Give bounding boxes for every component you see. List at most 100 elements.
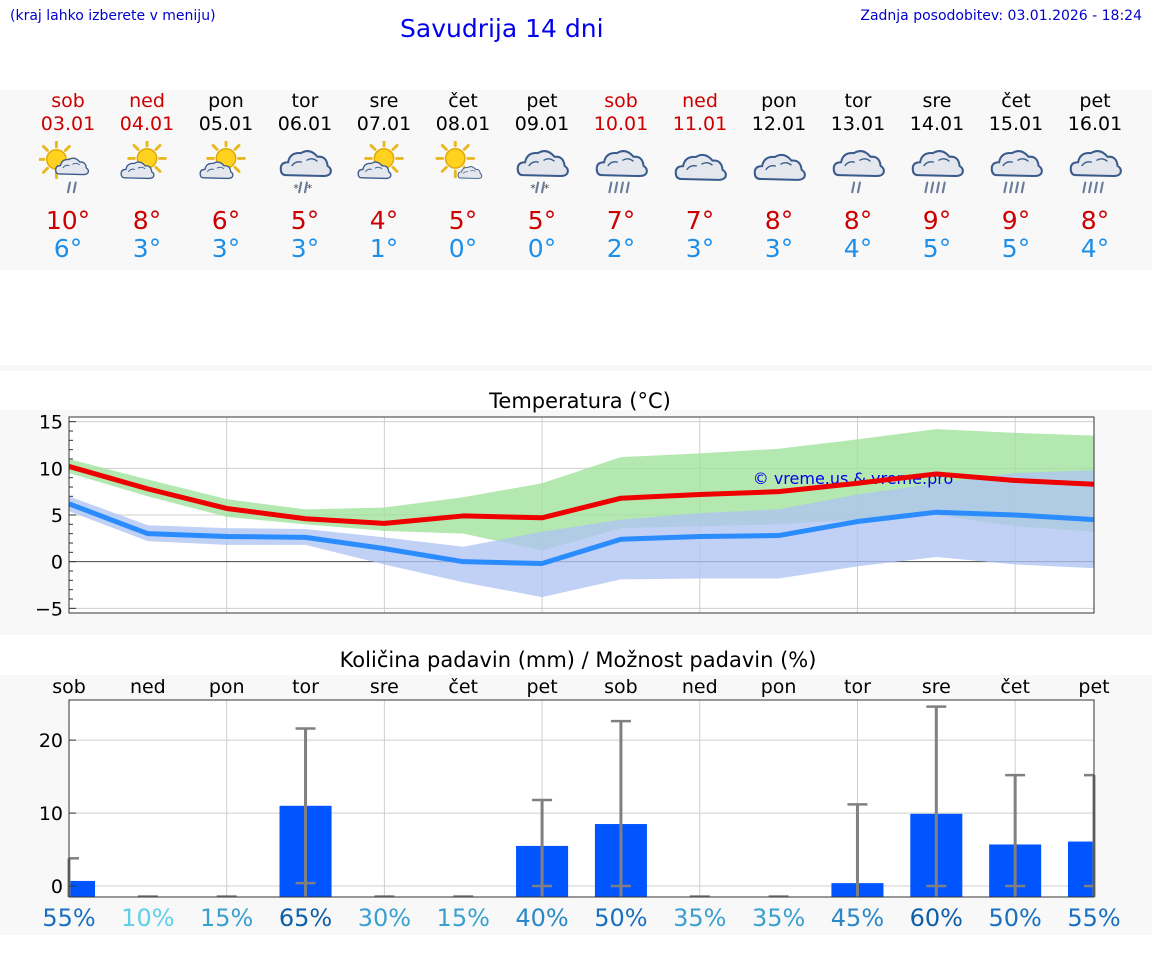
- max-temp: 7°: [606, 206, 636, 235]
- precipitation-probability: 35%: [673, 904, 726, 932]
- day-date: 16.01: [1067, 113, 1123, 135]
- y-tick-label: 0: [51, 552, 63, 574]
- precipitation-probability: 30%: [358, 904, 411, 932]
- sun-cloud-icon: [357, 141, 404, 180]
- min-temp: 0°: [527, 234, 557, 263]
- day-name: pon: [208, 90, 244, 112]
- precipitation-probability: 10%: [121, 904, 174, 932]
- precipitation-probability: 15%: [437, 904, 490, 932]
- cloud-sleet-icon: * *: [279, 150, 332, 195]
- min-temp: 3°: [211, 234, 241, 263]
- svg-text:*: *: [307, 182, 312, 195]
- svg-text:*: *: [530, 182, 535, 195]
- min-temp: 5°: [922, 234, 952, 263]
- y-tick-label: 20: [39, 730, 63, 752]
- day-column: sob 10.01 7° 2°: [581, 90, 661, 263]
- day-name: čet: [448, 90, 478, 112]
- y-tick-label: 0: [51, 876, 63, 898]
- precipitation-bar: [69, 880, 96, 897]
- day-date: 13.01: [830, 113, 886, 135]
- max-temp: 7°: [685, 206, 715, 235]
- watermark: © vreme.us & vreme.pro: [753, 469, 954, 488]
- location-menu-hint[interactable]: (kraj lahko izberete v meniju): [10, 8, 216, 24]
- day-date: 11.01: [672, 113, 728, 135]
- cloud-heavy-rain-icon: [595, 150, 648, 194]
- day-label: pet: [526, 676, 557, 698]
- min-temp: 0°: [448, 234, 478, 263]
- precipitation-probability: 65%: [279, 904, 332, 932]
- y-tick-label: −5: [35, 598, 63, 620]
- max-temp: 5°: [448, 206, 478, 235]
- day-date: 03.01: [40, 113, 96, 135]
- day-column: tor 13.01 8° 4°: [818, 90, 898, 263]
- day-date: 05.01: [198, 113, 254, 135]
- day-column: sre 14.01 9° 5°: [897, 90, 977, 263]
- precipitation-probability: 35%: [752, 904, 805, 932]
- last-updated: Zadnja posodobitev: 03.01.2026 - 18:24: [860, 8, 1142, 24]
- cloud-icon: [753, 153, 806, 181]
- day-date: 06.01: [277, 113, 333, 135]
- day-name: sre: [922, 90, 952, 112]
- day-label: ned: [130, 676, 166, 698]
- day-name: čet: [1001, 90, 1031, 112]
- min-temp: 3°: [685, 234, 715, 263]
- cloud-heavy-rain-icon: [1069, 150, 1122, 194]
- svg-text:*: *: [544, 182, 549, 195]
- day-name: sre: [369, 90, 399, 112]
- max-temperature-line: [68, 464, 1095, 526]
- precipitation-probability: 45%: [831, 904, 884, 932]
- precipitation-title: Količina padavin (mm) / Možnost padavin …: [340, 648, 817, 672]
- day-column: sob 03.01 10° 6°: [28, 90, 108, 263]
- day-date: 04.01: [119, 113, 175, 135]
- max-temp: 8°: [843, 206, 873, 235]
- day-date: 14.01: [909, 113, 965, 135]
- cloud-heavy-rain-icon: [990, 150, 1043, 194]
- precipitation-probability: 15%: [200, 904, 253, 932]
- day-column: tor 06.01 * * 5° 3°: [265, 90, 345, 263]
- cloud-rain-icon: [832, 150, 885, 194]
- max-temp: 8°: [764, 206, 794, 235]
- day-name: sob: [51, 90, 85, 112]
- y-tick-label: 10: [39, 458, 63, 480]
- y-tick-label: 10: [39, 803, 63, 825]
- day-column: ned 04.01 8° 3°: [107, 90, 187, 263]
- cloud-icon: [674, 153, 727, 181]
- svg-text:*: *: [293, 182, 298, 195]
- forecast-band: [0, 90, 1152, 270]
- day-label: sob: [604, 676, 638, 698]
- min-range-band: [69, 470, 1094, 598]
- max-temp: 5°: [527, 206, 557, 235]
- day-column: pon 12.01 8° 3°: [739, 90, 819, 263]
- day-label: sob: [52, 676, 86, 698]
- day-name: ned: [682, 90, 718, 112]
- precipitation-bar: [1067, 841, 1094, 897]
- day-label: tor: [292, 676, 319, 698]
- precipitation-probability: 55%: [42, 904, 95, 932]
- day-column: ned 11.01 7° 3°: [660, 90, 740, 263]
- separator-band: [0, 365, 1152, 371]
- day-label: čet: [448, 676, 478, 698]
- max-temp: 9°: [1001, 206, 1031, 235]
- day-column: čet 15.01 9° 5°: [976, 90, 1056, 263]
- cloud-heavy-rain-icon: [911, 150, 964, 194]
- precipitation-probability: 50%: [988, 904, 1041, 932]
- sun-cloud-icon: [199, 141, 246, 180]
- min-temp: 3°: [764, 234, 794, 263]
- max-temp: 6°: [211, 206, 241, 235]
- day-date: 09.01: [514, 113, 570, 135]
- max-temp: 4°: [369, 206, 399, 235]
- day-name: sob: [604, 90, 638, 112]
- min-temp: 5°: [1001, 234, 1031, 263]
- min-temp: 4°: [843, 234, 873, 263]
- day-column: čet 08.01 5° 0°: [423, 90, 503, 263]
- day-date: 15.01: [988, 113, 1044, 135]
- precipitation-probability: 60%: [910, 904, 963, 932]
- day-date: 08.01: [435, 113, 491, 135]
- day-date: 07.01: [356, 113, 412, 135]
- min-temp: 6°: [53, 234, 83, 263]
- day-label: tor: [844, 676, 871, 698]
- day-name: ned: [129, 90, 165, 112]
- precipitation-chart: Količina padavin (mm) / Možnost padavin …: [39, 648, 1121, 932]
- day-column: sre 07.01 4° 1°: [344, 90, 424, 263]
- max-temp: 8°: [1080, 206, 1110, 235]
